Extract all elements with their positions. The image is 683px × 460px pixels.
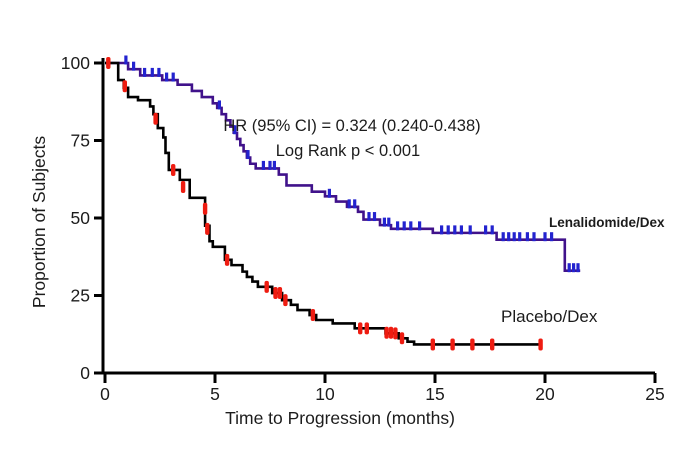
y-axis-label: Proportion of Subjects [29,136,49,308]
censor-mark-icon [205,222,210,235]
censor-mark-icon [273,287,278,300]
censor-mark-icon [532,232,536,242]
x-tick-label: 15 [425,384,444,404]
censor-mark-icon [567,263,571,273]
censor-mark-icon [490,338,495,351]
censor-mark-icon [512,232,516,242]
censor-mark-icon [171,72,175,82]
censor-mark-icon [572,263,576,273]
y-tick-label: 100 [61,53,90,73]
censor-mark-icon [347,199,351,209]
censor-mark-icon [283,294,288,307]
censor-mark-icon [525,232,529,242]
censor-mark-icon [246,150,250,160]
censor-mark-icon [202,202,208,215]
censor-mark-icon [507,232,511,242]
censor-mark-icon [387,217,391,227]
survival-curve-placebo-dex [105,61,542,346]
censor-mark-icon [367,212,371,222]
censor-mark-icon [543,232,547,242]
censor-mark-icon [382,217,386,227]
censor-mark-icon [518,232,522,242]
axes [94,58,657,383]
x-tick-label: 10 [315,384,335,404]
censor-mark-icon [393,327,398,340]
censor-mark-icon [143,67,147,77]
censor-mark-icon [402,221,406,231]
censor-mark-icon [418,221,422,231]
censor-mark-icon [310,309,316,322]
censor-mark-icon [268,160,272,170]
censor-mark-icon [233,125,237,135]
censor-mark-icon [264,280,269,293]
censor-mark-icon [364,322,369,335]
censor-mark-icon [396,221,400,231]
censor-marks-placebo-dex [106,57,543,351]
censor-mark-icon [353,199,357,209]
survival-curves [105,55,581,351]
censor-mark-icon [446,225,450,235]
censor-mark-icon [490,225,494,235]
censor-mark-icon [272,160,276,170]
censor-mark-icon [124,55,128,65]
censor-mark-icon [450,338,455,351]
censor-mark-icon [470,338,475,351]
y-tick-label: 25 [71,286,90,306]
censor-mark-icon [106,57,111,69]
y-tick-label: 50 [71,208,91,228]
x-axis-label: Time to Progression (months) [225,408,455,428]
annotation-log-rank: Log Rank p < 0.001 [276,142,421,160]
censor-mark-icon [484,225,488,235]
censor-mark-icon [261,160,265,170]
censor-mark-icon [122,80,127,93]
x-tick-label: 25 [645,384,664,404]
censor-mark-icon [132,61,136,71]
y-tick-label: 0 [80,363,90,383]
censor-mark-icon [538,338,543,351]
censor-mark-icon [388,326,394,339]
censor-mark-icon [430,338,435,351]
censor-mark-icon [576,263,580,273]
censor-mark-icon [459,225,463,235]
censor-marks-lenalidomide-dex [124,55,580,273]
x-tick-label: 0 [100,384,110,404]
x-tick-label: 20 [535,384,555,404]
censor-mark-icon [440,225,444,235]
tick-labels: 0 25 50 75 100 0 5 10 15 20 25 [61,53,665,404]
censor-mark-icon [157,67,161,77]
censor-mark-icon [399,332,405,345]
censor-mark-icon [165,72,169,82]
censor-mark-icon [468,225,472,235]
censor-mark-icon [224,253,230,266]
series-label-lenalidomide-dex: Lenalidomide/Dex [549,215,665,230]
censor-mark-icon [409,221,413,231]
annotation-hazard-ratio: HR (95% CI) = 0.324 (0.240-0.438) [223,117,480,135]
censor-mark-icon [550,232,554,242]
censor-mark-icon [180,181,186,193]
censor-mark-icon [153,112,158,125]
censor-mark-icon [217,100,221,110]
censor-mark-icon [501,232,505,242]
x-tick-label: 5 [210,384,220,404]
censor-mark-icon [384,326,389,339]
censor-mark-icon [358,322,363,335]
censor-mark-icon [327,188,331,198]
censor-mark-icon [372,212,377,222]
censor-mark-icon [277,287,283,300]
censor-mark-icon [171,163,176,176]
censor-mark-icon [150,67,154,77]
series-label-placebo-dex: Placebo/Dex [501,307,598,326]
y-tick-label: 75 [71,131,90,151]
censor-mark-icon [453,225,457,235]
